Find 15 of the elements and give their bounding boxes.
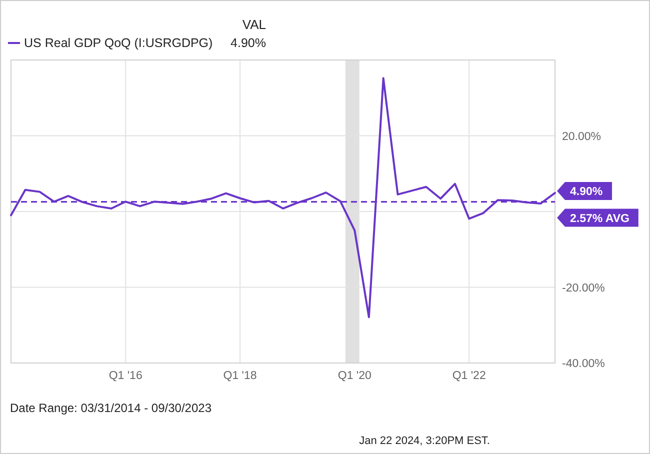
y-tick-label: -20.00% bbox=[562, 282, 605, 294]
x-tick-label: Q1 '16 bbox=[108, 370, 142, 382]
x-tick-label: Q1 '18 bbox=[223, 370, 257, 382]
text: Jan 22 2024, 3:20PM EST. bbox=[359, 435, 490, 447]
text: Date Range: 03/31/2014 - 09/30/2023 bbox=[10, 401, 212, 415]
legend-label: US Real GDP QoQ (I:USRGDPG) bbox=[24, 36, 213, 50]
x-tick-label: Q1 '22 bbox=[452, 370, 486, 382]
y-tick-label: -40.00% bbox=[562, 358, 605, 370]
ref-line-label: 2.57% AVG bbox=[570, 212, 630, 225]
line-series bbox=[10, 77, 556, 318]
legend-title: VAL bbox=[242, 17, 266, 32]
x-tick-label: Q1 '20 bbox=[338, 370, 372, 382]
data-label: 4.90% bbox=[570, 186, 603, 198]
text: 4.90% bbox=[230, 36, 266, 50]
y-tick-label: 20.00% bbox=[562, 130, 602, 143]
